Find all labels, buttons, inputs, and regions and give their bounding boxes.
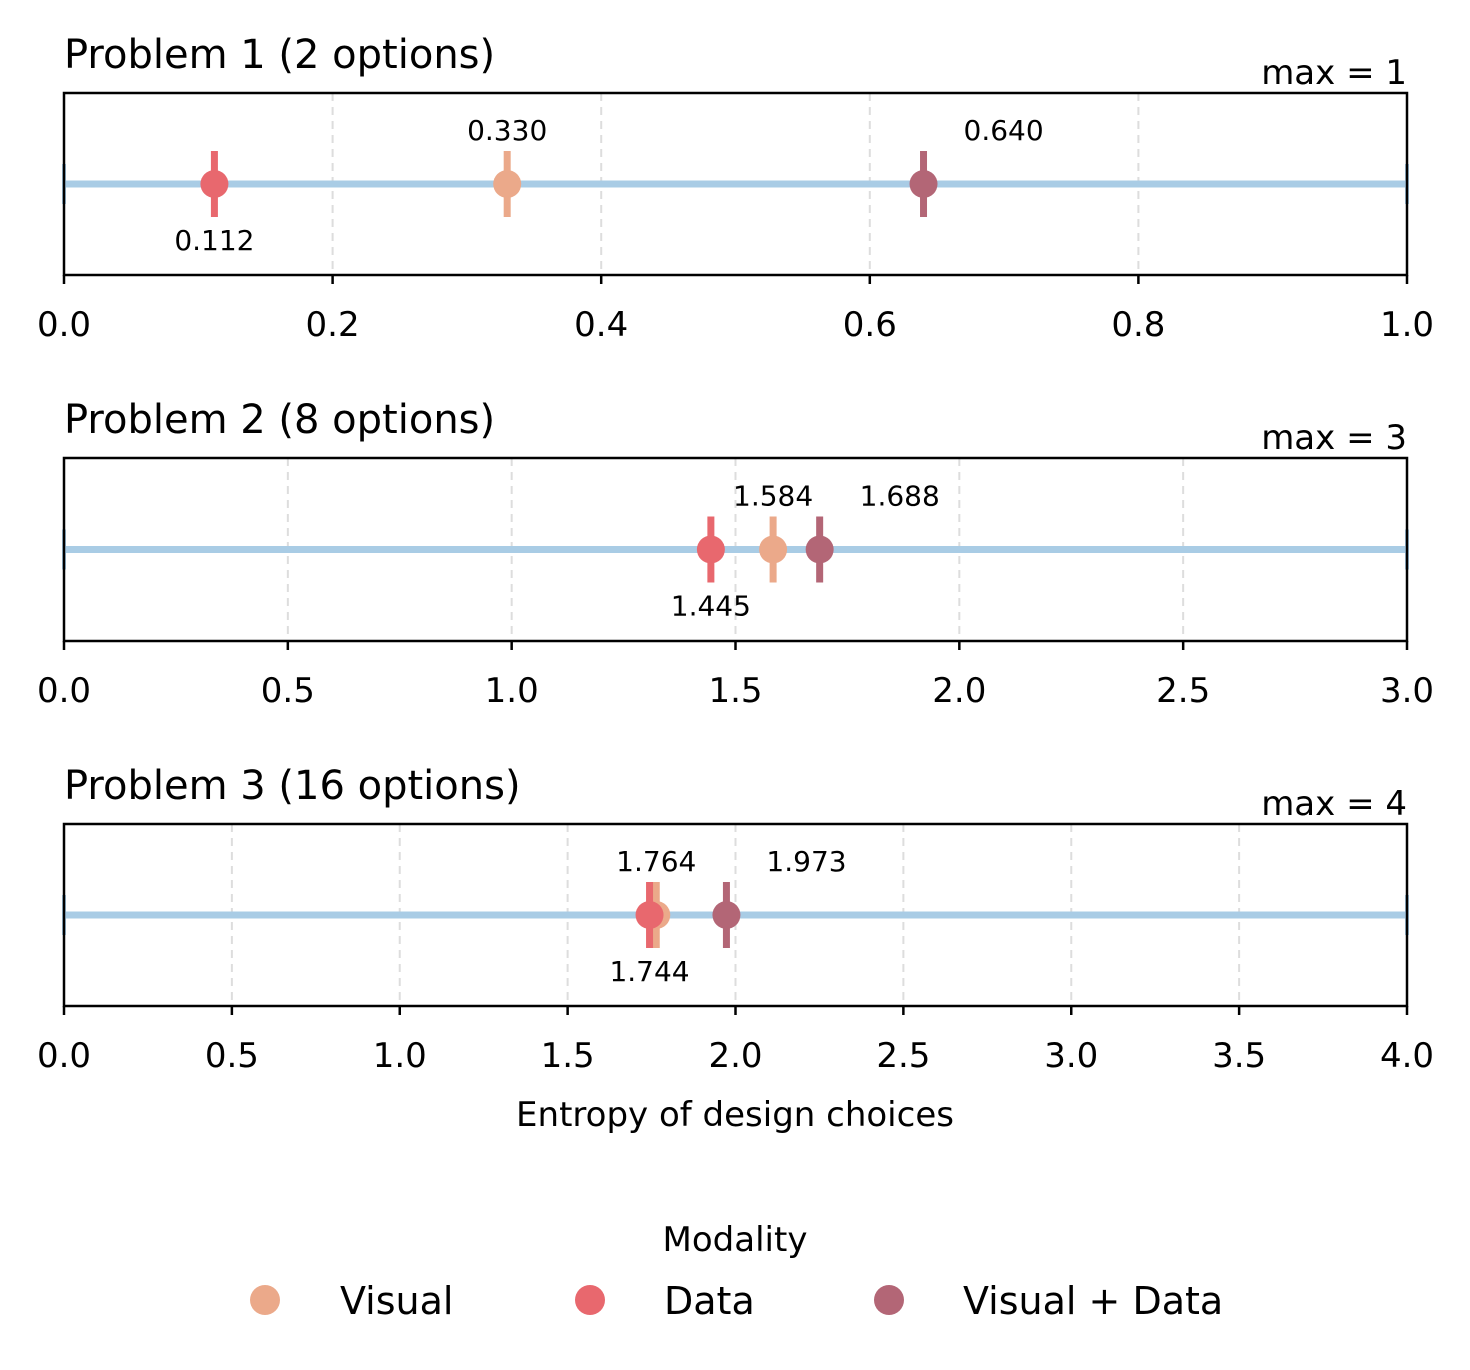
x-tick-label: 2.5 — [876, 1036, 930, 1076]
x-tick-label: 0.4 — [574, 305, 628, 345]
value-label-visual: 1.584 — [733, 480, 813, 513]
max-label: max = 1 — [1261, 53, 1407, 93]
point-visual-data — [909, 151, 938, 217]
x-tick-label: 1.0 — [1380, 305, 1434, 345]
value-label-visual-data: 0.640 — [964, 114, 1044, 147]
x-tick-label: 0.8 — [1111, 305, 1165, 345]
legend-marker-visual — [250, 1285, 280, 1315]
panel-title: Problem 3 (16 options) — [64, 763, 521, 809]
value-label-data: 1.744 — [609, 955, 689, 988]
panel-title: Problem 2 (8 options) — [64, 397, 495, 443]
x-tick-label: 2.0 — [708, 1036, 762, 1076]
x-tick-label: 0.6 — [843, 305, 897, 345]
plot-frame — [62, 91, 1409, 277]
point-marker-visual-data — [712, 901, 741, 929]
point-marker-visual-data — [909, 170, 938, 198]
value-label-data: 1.445 — [671, 590, 751, 623]
x-tick-label: 0.2 — [306, 305, 360, 345]
x-tick-label: 1.0 — [373, 1036, 427, 1076]
max-label: max = 3 — [1261, 418, 1407, 458]
legend-title: Modality — [663, 1220, 808, 1260]
point-data — [696, 516, 725, 583]
x-tick-label: 0.0 — [37, 671, 91, 711]
panel-3: Problem 3 (16 options) max = 4 1.764 1.744 1… — [37, 763, 1434, 1076]
value-label-visual: 0.330 — [467, 114, 547, 147]
legend-item-visual: Visual — [250, 1279, 453, 1323]
legend-label-data: Data — [664, 1279, 755, 1323]
point-marker-data — [696, 535, 725, 564]
chart-panels: Problem 1 (2 options) max = 1 0.330 0.112 0.… — [37, 32, 1434, 1076]
value-label-visual-data: 1.688 — [860, 480, 940, 513]
x-tick-label: 3.5 — [1212, 1036, 1266, 1076]
point-marker-visual — [759, 535, 788, 564]
x-tick-label: 3.0 — [1380, 671, 1434, 711]
point-marker-visual-data — [805, 535, 834, 564]
x-axis-label: Entropy of design choices — [516, 1095, 954, 1135]
panel-2: Problem 2 (8 options) max = 3 1.584 1.445 1.… — [37, 397, 1434, 711]
point-data — [200, 151, 229, 217]
panel-title: Problem 1 (2 options) — [64, 32, 495, 78]
value-label-visual: 1.764 — [616, 845, 696, 878]
max-label: max = 4 — [1261, 784, 1407, 824]
point-visual — [493, 151, 522, 217]
panel-1: Problem 1 (2 options) max = 1 0.330 0.112 0.… — [37, 32, 1434, 345]
point-marker-data — [200, 170, 229, 198]
legend-marker-visual-data — [874, 1285, 904, 1315]
x-tick-label: 0.0 — [37, 1036, 91, 1076]
x-tick-label: 0.5 — [205, 1036, 259, 1076]
point-data — [635, 882, 664, 948]
legend-label-visual: Visual — [340, 1279, 453, 1323]
x-tick-label: 4.0 — [1380, 1036, 1434, 1076]
legend-item-data: Data — [575, 1279, 755, 1323]
x-tick-label: 0.5 — [261, 671, 315, 711]
x-tick-label: 1.0 — [485, 671, 539, 711]
point-marker-data — [635, 901, 664, 929]
legend-marker-data — [575, 1285, 605, 1315]
x-tick-label: 2.0 — [932, 671, 986, 711]
value-label-visual-data: 1.973 — [766, 845, 846, 878]
x-tick-label: 0.0 — [37, 305, 91, 345]
value-label-data: 0.112 — [174, 224, 254, 257]
point-visual-data — [712, 882, 741, 948]
legend: Modality Visual Data Visual + Data — [250, 1220, 1223, 1323]
point-visual-data — [805, 516, 834, 583]
x-tick-label: 2.5 — [1156, 671, 1210, 711]
x-tick-label: 1.5 — [708, 671, 762, 711]
x-tick-label: 1.5 — [541, 1036, 595, 1076]
x-tick-label: 3.0 — [1044, 1036, 1098, 1076]
legend-label-visual-data: Visual + Data — [963, 1279, 1223, 1323]
point-visual — [759, 516, 788, 583]
legend-item-visual-data: Visual + Data — [874, 1279, 1223, 1323]
point-marker-visual — [493, 170, 522, 198]
